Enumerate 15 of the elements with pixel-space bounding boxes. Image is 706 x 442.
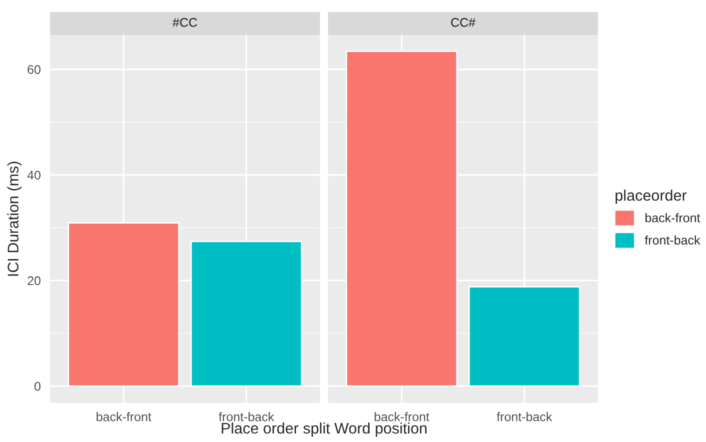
y-tick-label: 0 <box>34 382 40 391</box>
legend-title: placeorder <box>616 190 687 204</box>
x-tick-label: back-front <box>96 412 152 422</box>
x-tick-label: front-back <box>218 412 274 422</box>
y-tick-label: 60 <box>28 65 40 74</box>
x-axis-title: Place order split Word position <box>222 422 426 437</box>
y-axis-title: ICI Duration (ms) <box>7 162 22 276</box>
x-tick-label: back-front <box>374 412 430 422</box>
chart-title: #CC <box>172 18 198 27</box>
legend-label: front-back <box>644 235 700 245</box>
legend-label: back-front <box>645 213 700 222</box>
chart-title: CC# <box>451 18 476 27</box>
y-tick-label: 20 <box>28 276 40 286</box>
y-tick-label: 40 <box>27 170 40 180</box>
x-tick-label: front-back <box>496 412 552 422</box>
